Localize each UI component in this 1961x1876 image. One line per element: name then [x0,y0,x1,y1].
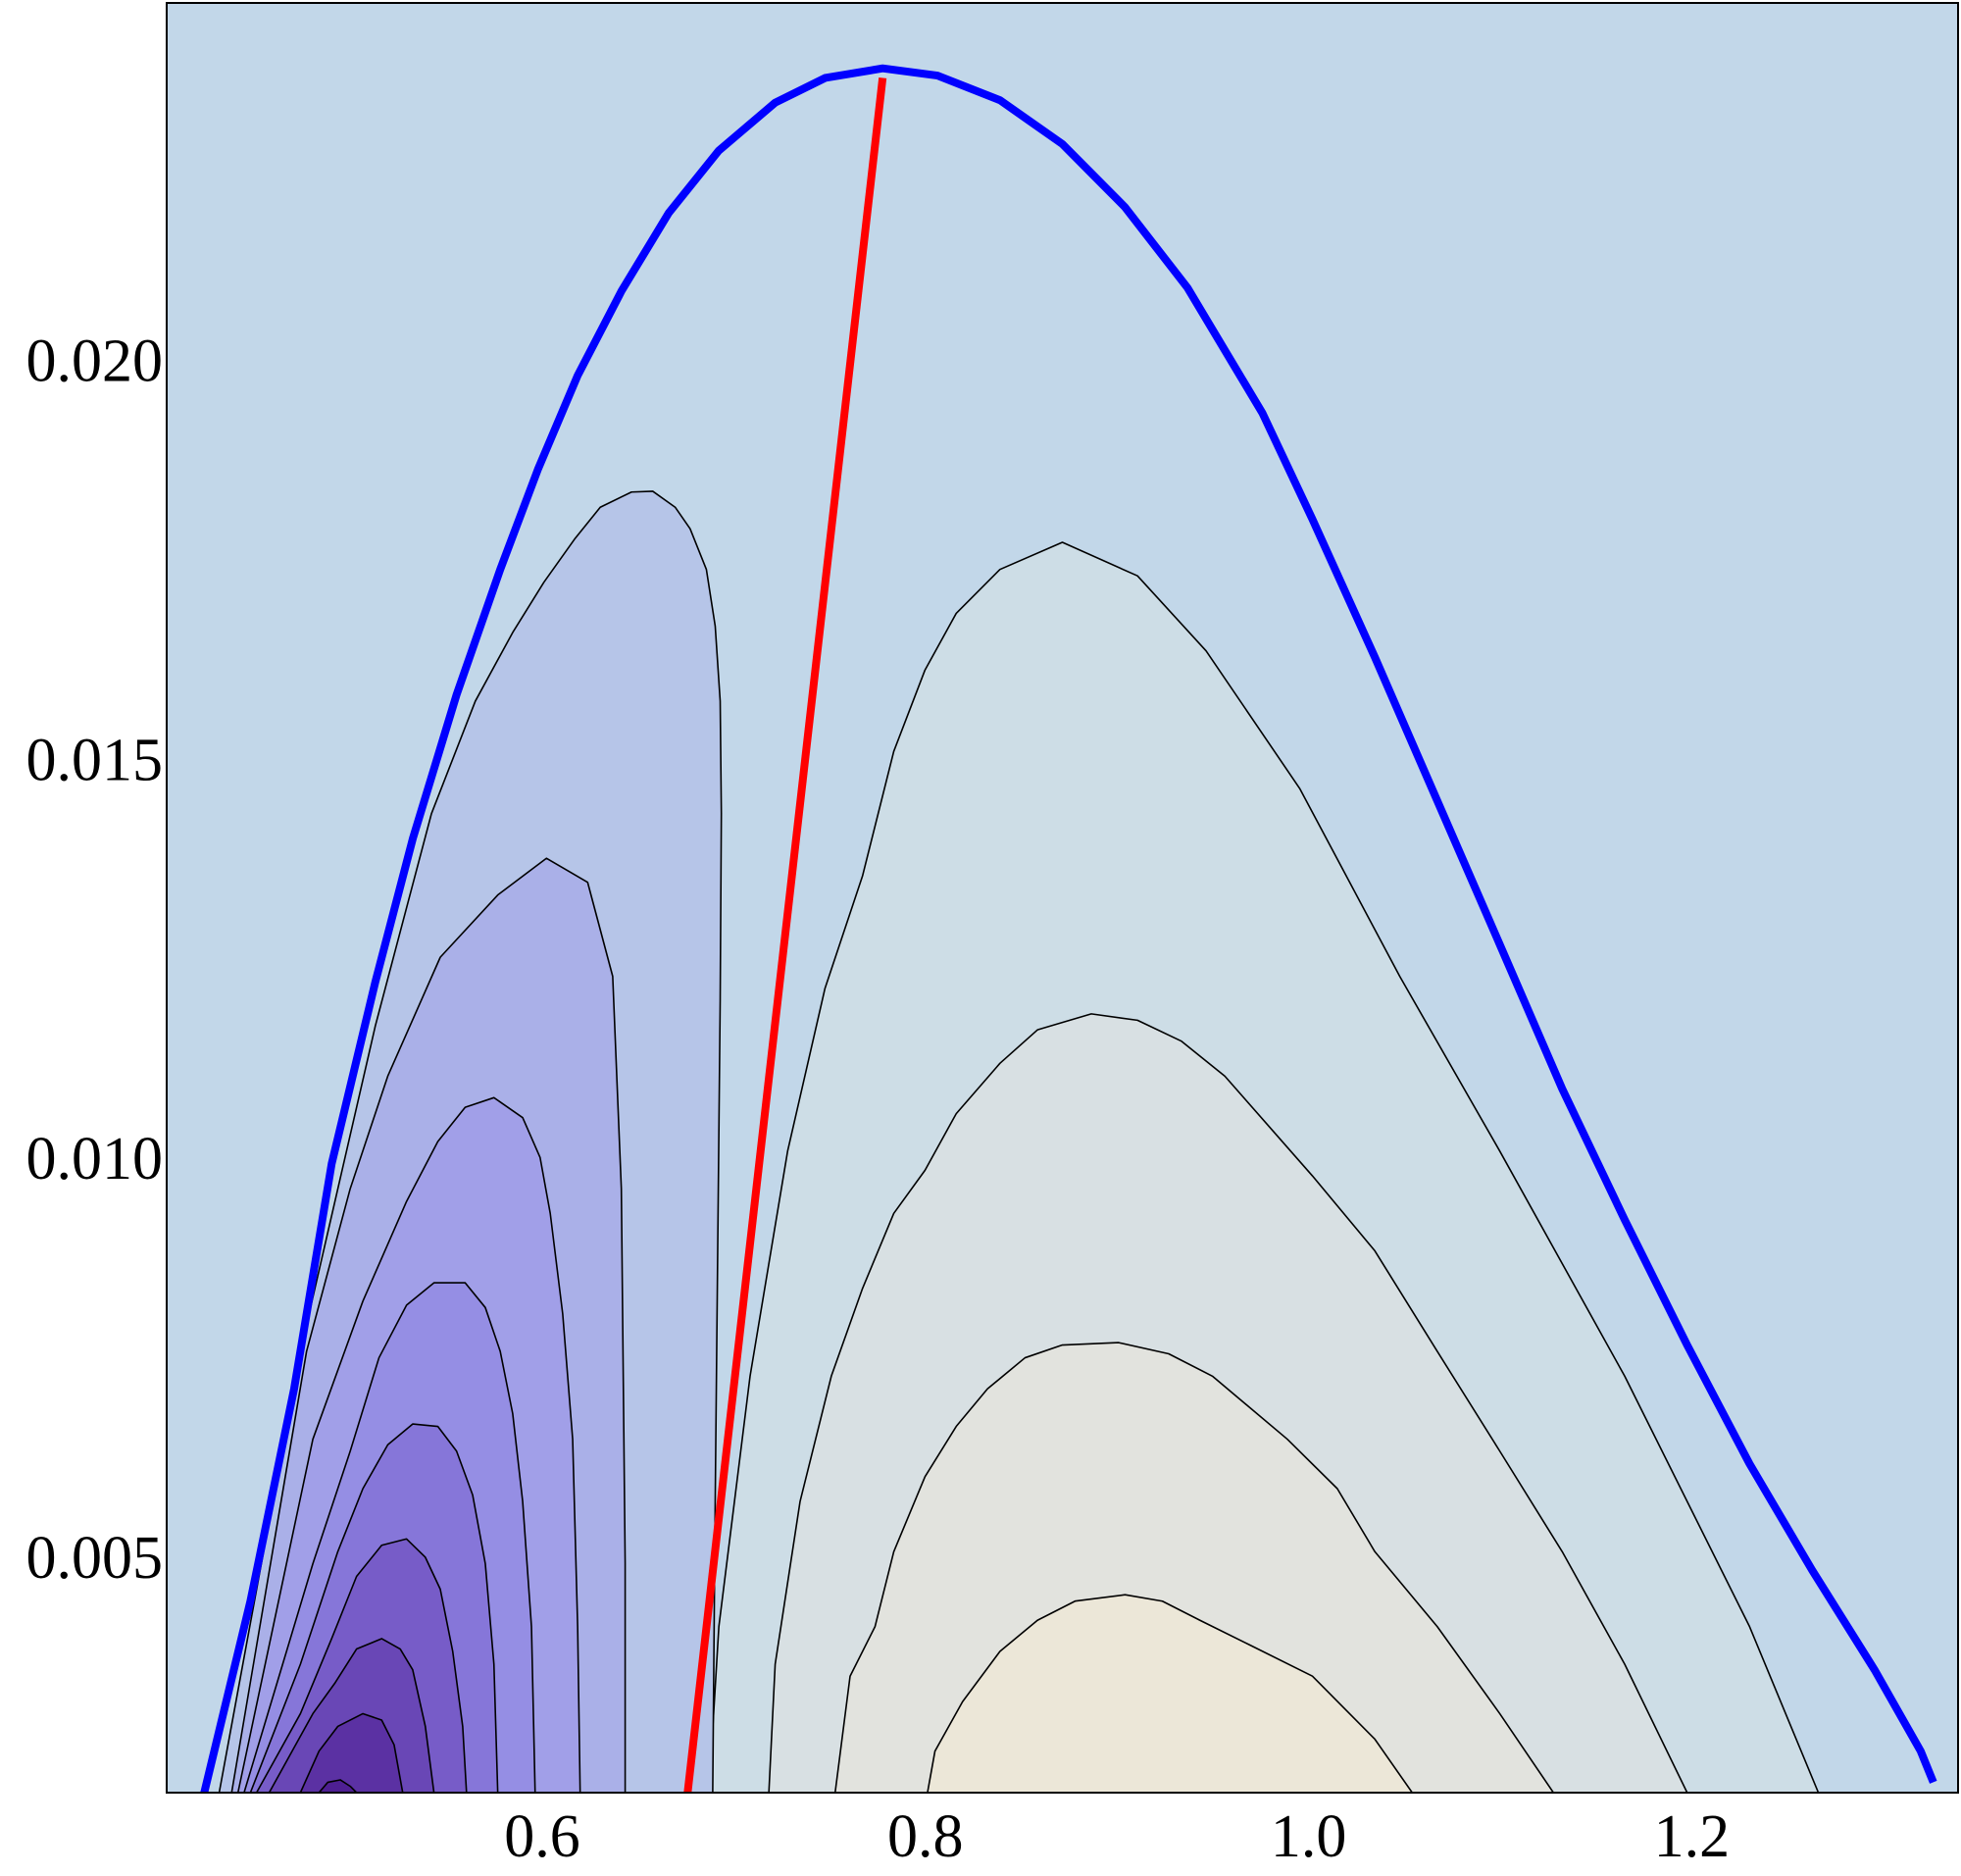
plot-area [167,3,1958,1793]
x-tick-label: 1.2 [1654,1803,1731,1870]
contour-region [318,1779,358,1793]
x-tick-label: 0.6 [504,1803,580,1870]
y-tick-label: 0.010 [26,1126,164,1192]
y-tick-label: 0.015 [26,727,164,793]
curve [683,77,887,1793]
contour-region [299,1712,404,1793]
y-tick-label: 0.005 [26,1525,164,1592]
x-tick-label: 1.0 [1271,1803,1347,1870]
contour-region [927,1594,1414,1793]
curve [200,64,1937,1793]
plot-frame [166,2,1959,1794]
y-tick-label: 0.020 [26,329,164,395]
x-tick-label: 0.8 [887,1803,964,1870]
